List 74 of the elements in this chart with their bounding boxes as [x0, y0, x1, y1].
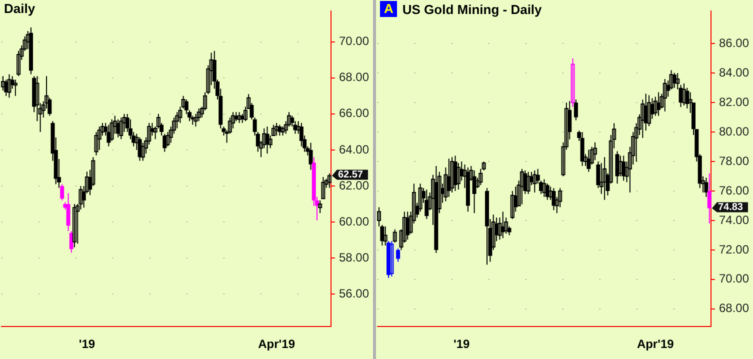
candlestick: [586, 149, 591, 172]
candlestick: [532, 170, 537, 193]
candlestick: [570, 58, 575, 108]
candlestick: [602, 156, 607, 200]
y-tick-label: 66.00: [338, 106, 370, 120]
candlestick: [265, 126, 270, 154]
candlestick: [647, 94, 652, 127]
x-tick-label: Apr'19: [258, 337, 296, 352]
candlestick: [184, 99, 188, 114]
candlestick: [707, 172, 712, 224]
candlestick: [622, 155, 626, 182]
candlestick: [13, 79, 18, 96]
text: 74.83: [718, 202, 744, 213]
candlestick: [274, 122, 279, 136]
x-tick-label: '19: [78, 337, 96, 352]
candlestick: [580, 132, 584, 166]
candlestick: [526, 171, 530, 194]
candlestick: [510, 190, 514, 220]
candlestick: [66, 192, 70, 232]
candlestick: [327, 172, 332, 188]
candlestick: [450, 156, 454, 193]
candlestick: [7, 74, 12, 98]
candlestick: [593, 142, 598, 161]
candlestick: [162, 133, 167, 152]
y-tick-label: 62.00: [338, 178, 370, 192]
candlestick: [662, 78, 667, 112]
x-tick-label: '19: [453, 337, 470, 352]
candlestick: [552, 188, 556, 211]
candlestick: [453, 155, 458, 192]
x-tick-label: Apr'19: [636, 337, 674, 352]
candlestick: [685, 87, 690, 109]
y-tick-label: 64.00: [338, 142, 370, 156]
y-tick-label: 68.00: [338, 70, 370, 84]
candlestick: [424, 189, 429, 220]
candlestick: [618, 155, 622, 177]
candlestick: [278, 124, 282, 136]
candlestick: [308, 142, 313, 170]
candlestick: [390, 240, 394, 277]
candlestick: [318, 200, 322, 214]
candlestick: [682, 82, 686, 106]
y-tick-label: 68.00: [718, 301, 750, 316]
candlestick: [456, 162, 460, 190]
y-tick-label: 60.00: [338, 214, 370, 228]
candlestick: [60, 184, 64, 201]
candlestick: [542, 178, 546, 198]
chart-title: Daily: [4, 1, 36, 16]
y-tick-label: 74.00: [718, 212, 750, 227]
candlestick: [237, 112, 242, 124]
candlestick: [574, 99, 578, 121]
y-tick-label: 76.00: [718, 183, 750, 198]
candlestick: [653, 96, 658, 116]
candlestick: [380, 224, 384, 246]
y-tick-label: 82.00: [718, 94, 750, 109]
candlestick: [321, 176, 326, 200]
y-tick-label: 70.00: [338, 34, 370, 48]
candlestick: [396, 248, 400, 262]
chart-title: US Gold Mining - Daily: [402, 2, 542, 16]
y-tick-label: 80.00: [718, 124, 750, 138]
candlestick: [392, 228, 397, 244]
candlestick: [704, 177, 708, 198]
letter-badge-icon: A: [380, 1, 398, 17]
y-tick-label: 72.00: [718, 242, 750, 256]
candlestick: [383, 226, 388, 246]
y-tick-label: 70.00: [718, 272, 750, 286]
candlestick: [119, 117, 124, 140]
candlestick: [377, 206, 381, 227]
y-tick-label: 56.00: [338, 286, 370, 300]
y-tick-label: 78.00: [718, 154, 750, 168]
candlestick: [72, 204, 76, 248]
y-tick-label: 84.00: [718, 65, 750, 80]
y-tick-label: 58.00: [338, 250, 370, 264]
text: 62.57: [338, 170, 364, 180]
candlestick: [520, 168, 524, 205]
y-tick-label: 86.00: [718, 36, 750, 50]
